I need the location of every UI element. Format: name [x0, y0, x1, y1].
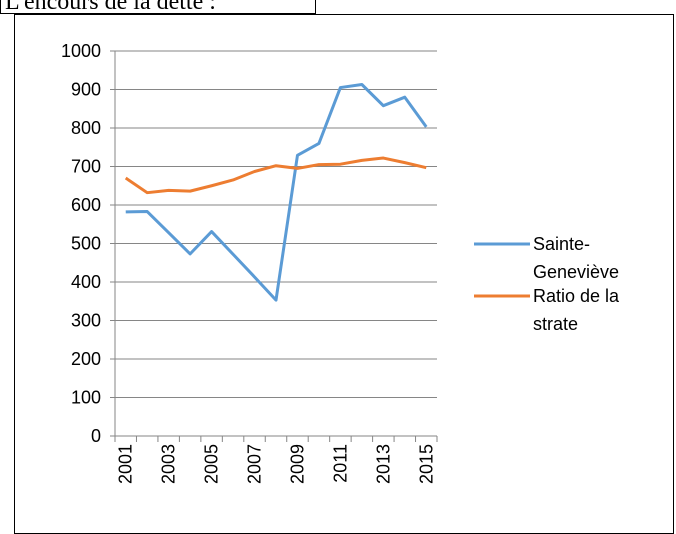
y-tick-label: 0	[91, 426, 101, 446]
x-tick-label: 2011	[330, 444, 350, 483]
x-tick-label: 2009	[287, 444, 307, 484]
y-tick-label: 800	[71, 118, 101, 138]
x-tick-label: 2013	[373, 444, 393, 484]
y-tick-label: 700	[71, 157, 101, 177]
x-tick-label: 2001	[116, 444, 136, 484]
y-tick-label: 300	[71, 311, 101, 331]
y-tick-label: 500	[71, 234, 101, 254]
y-tick-label: 600	[71, 195, 101, 215]
y-tick-label: 400	[71, 272, 101, 292]
y-tick-label: 100	[71, 388, 101, 408]
x-tick-label: 2015	[416, 444, 436, 484]
heading: L'encours de la dette :	[0, 0, 316, 14]
series-line	[125, 82, 428, 302]
y-tick-label: 1000	[61, 41, 101, 61]
x-tick-label: 2003	[159, 444, 179, 484]
y-tick-label: 900	[71, 80, 101, 100]
legend-label: Ratio de la strate	[533, 286, 620, 334]
x-tick-label: 2007	[245, 444, 265, 484]
y-tick-label: 200	[71, 349, 101, 369]
x-tick-label: 2005	[202, 444, 222, 484]
legend-label: Sainte-Geneviève	[533, 234, 620, 282]
series-line	[124, 156, 427, 195]
